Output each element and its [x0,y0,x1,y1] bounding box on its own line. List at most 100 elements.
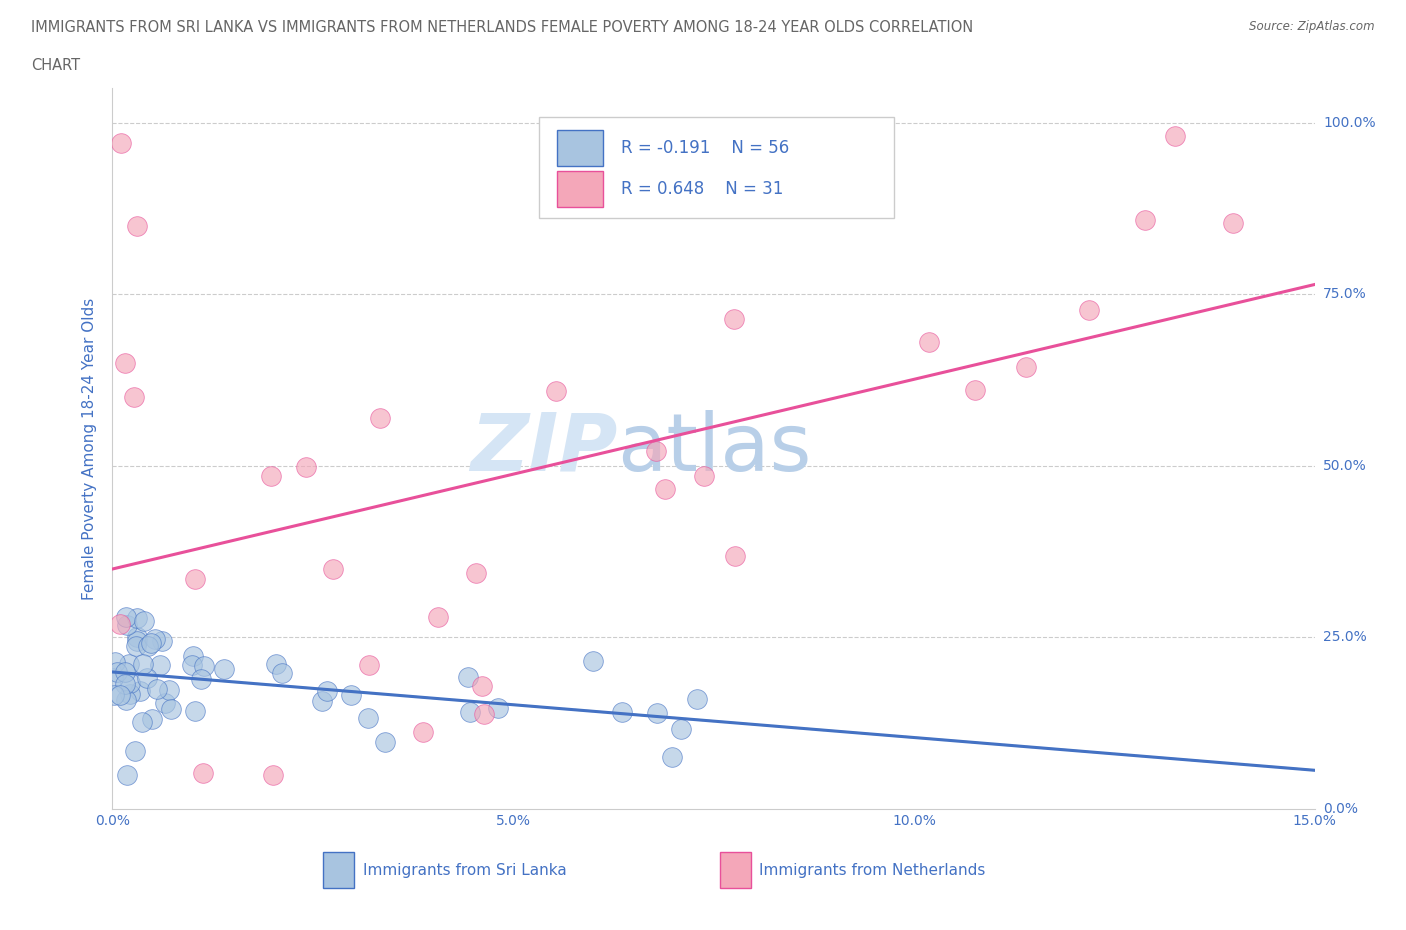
Point [472,706,495,721]
Text: CHART: CHART [31,58,80,73]
Point [1015,360,1038,375]
Point [644,444,666,458]
Point [544,384,567,399]
Point [184,703,207,718]
Point [645,706,668,721]
Point [458,705,481,720]
Point [101,671,124,685]
Point [118,656,141,671]
FancyBboxPatch shape [323,852,354,888]
Point [471,679,494,694]
Point [115,767,138,782]
Point [1078,303,1101,318]
Text: R = -0.191    N = 56: R = -0.191 N = 56 [621,140,789,157]
Point [125,638,148,653]
Point [127,611,149,626]
Point [294,459,316,474]
Point [110,617,132,631]
Point [122,390,145,405]
Point [143,631,166,646]
Point [114,677,136,692]
Point [270,666,292,681]
Point [723,312,745,326]
Point [155,696,177,711]
Y-axis label: Female Poverty Among 18-24 Year Olds: Female Poverty Among 18-24 Year Olds [82,298,97,600]
Point [654,482,676,497]
Text: 0.0%: 0.0% [1323,802,1358,817]
Point [661,750,683,764]
Point [486,700,509,715]
Point [1164,129,1187,144]
Point [118,675,141,690]
Point [686,692,709,707]
Point [114,355,136,370]
Text: Immigrants from Netherlands: Immigrants from Netherlands [759,863,986,878]
Point [316,684,339,699]
Point [183,648,205,663]
Point [135,671,157,685]
Point [110,136,132,151]
Point [918,335,941,350]
Point [610,705,633,720]
Point [136,639,159,654]
Point [118,686,141,701]
Point [465,565,488,580]
Point [427,609,450,624]
Text: 25.0%: 25.0% [1323,631,1367,644]
Point [311,694,333,709]
Point [141,711,163,726]
Point [150,633,173,648]
FancyBboxPatch shape [540,117,894,219]
Point [193,658,215,673]
Point [132,614,155,629]
Point [965,382,987,397]
Point [125,219,148,233]
Point [132,657,155,671]
Point [190,671,212,686]
FancyBboxPatch shape [720,852,751,888]
Point [1135,212,1157,227]
Text: IMMIGRANTS FROM SRI LANKA VS IMMIGRANTS FROM NETHERLANDS FEMALE POVERTY AMONG 18: IMMIGRANTS FROM SRI LANKA VS IMMIGRANTS … [31,20,973,35]
Point [191,765,214,780]
Text: 100.0%: 100.0% [1323,115,1375,129]
Text: ZIP: ZIP [470,410,617,487]
Point [114,665,136,680]
Point [582,654,605,669]
Point [157,682,180,697]
Point [103,687,125,702]
Point [693,468,716,483]
Point [149,658,172,672]
FancyBboxPatch shape [557,130,603,166]
Point [260,468,283,483]
Point [115,618,138,632]
Point [264,657,287,671]
Point [141,635,163,650]
Point [370,410,392,425]
Point [160,701,183,716]
Point [108,687,131,702]
Point [129,684,152,698]
Point [145,681,167,696]
Point [184,572,207,587]
Point [322,562,344,577]
Point [724,548,747,563]
Point [125,634,148,649]
Point [359,658,381,672]
Text: R = 0.648    N = 31: R = 0.648 N = 31 [621,180,783,198]
Point [114,693,136,708]
Point [412,724,434,739]
Point [105,665,128,680]
Text: atlas: atlas [617,410,811,487]
FancyBboxPatch shape [557,171,603,207]
Point [124,744,146,759]
Point [457,670,479,684]
Point [1222,216,1244,231]
Point [104,655,127,670]
Point [125,630,148,644]
Text: 50.0%: 50.0% [1323,458,1367,472]
Text: Source: ZipAtlas.com: Source: ZipAtlas.com [1250,20,1375,33]
Point [357,711,380,725]
Point [374,734,396,749]
Point [669,721,692,736]
Point [131,714,153,729]
